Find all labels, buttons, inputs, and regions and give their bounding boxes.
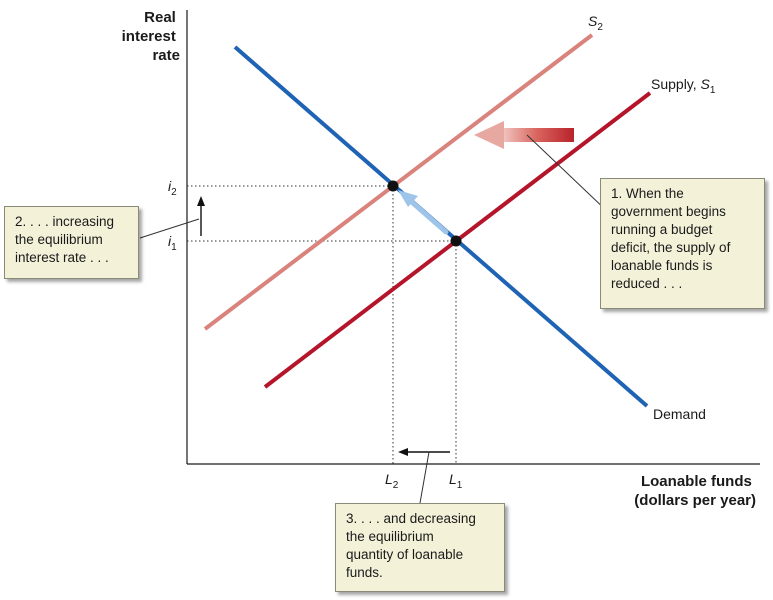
interest-leader: [139, 218, 200, 239]
equilibrium-point-1: [450, 235, 462, 247]
y-axis-title: Real interest rate: [122, 9, 180, 64]
deficit-callout-line: government begins: [611, 204, 726, 219]
interest-callout-line: 2. . . . increasing: [15, 214, 115, 229]
demand-label: Demand: [653, 406, 706, 422]
s2-curve: [203, 33, 594, 331]
l2-tick-label: L2: [385, 471, 399, 491]
interest-up-arrow: [197, 196, 205, 236]
s1-label: Supply, S1: [651, 76, 716, 96]
deficit-callout-line: deficit, the supply of: [611, 240, 731, 255]
interest-callout-line: the equilibrium: [15, 232, 103, 247]
interest-callout: 2. . . . increasing the equilibrium inte…: [4, 206, 139, 279]
quantity-callout-line: funds.: [346, 565, 383, 580]
quantity-callout-line: the equilibrium: [346, 529, 434, 544]
supply-shift-arrow: [474, 121, 574, 149]
movement-arrow: [398, 190, 449, 235]
deficit-callout: 1. When the government begins running a …: [600, 178, 765, 309]
deficit-callout-line: loanable funds is: [611, 258, 713, 273]
s2-label: S2: [588, 13, 603, 33]
leader-lines: [139, 134, 610, 504]
deficit-callout-line: 1. When the: [611, 186, 684, 201]
l1-tick-label: L1: [449, 471, 463, 491]
guide-lines: [187, 185, 457, 464]
i2-tick-label: i2: [168, 178, 177, 198]
deficit-leader: [526, 134, 610, 214]
i1-tick-label: i1: [168, 233, 177, 253]
interest-callout-line: interest rate . . .: [15, 250, 109, 265]
deficit-callout-line: running a budget: [611, 222, 713, 237]
quantity-left-arrow: [398, 448, 450, 456]
equilibrium-point-2: [387, 180, 399, 192]
deficit-callout-line: reduced . . .: [611, 276, 683, 291]
quantity-leader: [419, 451, 430, 504]
x-axis-title: Loanable funds (dollars per year): [634, 473, 756, 509]
quantity-callout: 3. . . . and decreasing the equilibrium …: [335, 503, 505, 592]
quantity-callout-line: quantity of loanable: [346, 547, 464, 562]
quantity-callout-line: 3. . . . and decreasing: [346, 511, 476, 526]
